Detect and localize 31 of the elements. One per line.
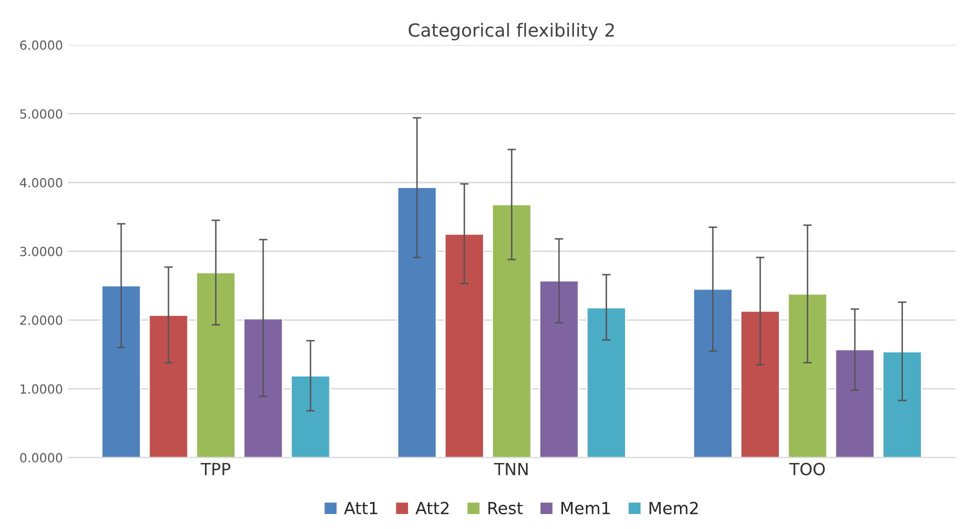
- legend-label: Att2: [416, 502, 448, 514]
- bar: [586, 306, 626, 458]
- bar: [692, 288, 733, 458]
- chart-title: Categorical flexibility 2: [408, 22, 614, 40]
- bar: [444, 233, 484, 458]
- legend-label: Rest: [488, 502, 523, 514]
- y-tick-label: 1.0000: [20, 384, 62, 394]
- y-tick-label: 4.0000: [20, 178, 62, 188]
- bar: [882, 350, 922, 458]
- y-tick-label: 3.0000: [20, 246, 62, 256]
- bar: [492, 204, 532, 458]
- legend-label: Mem2: [650, 502, 698, 514]
- y-tick-label: 0.0000: [20, 453, 62, 463]
- x-tick-label: TOO: [789, 462, 825, 476]
- legend-label: Mem1: [561, 502, 610, 514]
- bar: [196, 272, 236, 458]
- bar: [290, 375, 331, 458]
- bar: [396, 186, 438, 458]
- y-tick-label: 5.0000: [20, 109, 62, 119]
- x-tick-label: TNN: [494, 462, 528, 476]
- y-tick-label: 6.0000: [20, 40, 62, 50]
- bar: [834, 348, 875, 458]
- bar: [101, 284, 142, 458]
- legend-label: Att1: [344, 502, 378, 514]
- y-tick-label: 2.0000: [20, 316, 62, 325]
- bar: [538, 280, 580, 458]
- x-tick-label: TPP: [200, 462, 230, 476]
- bar: [243, 318, 284, 458]
- bar: [148, 314, 189, 458]
- bar: [787, 293, 828, 458]
- bar: [740, 310, 780, 458]
